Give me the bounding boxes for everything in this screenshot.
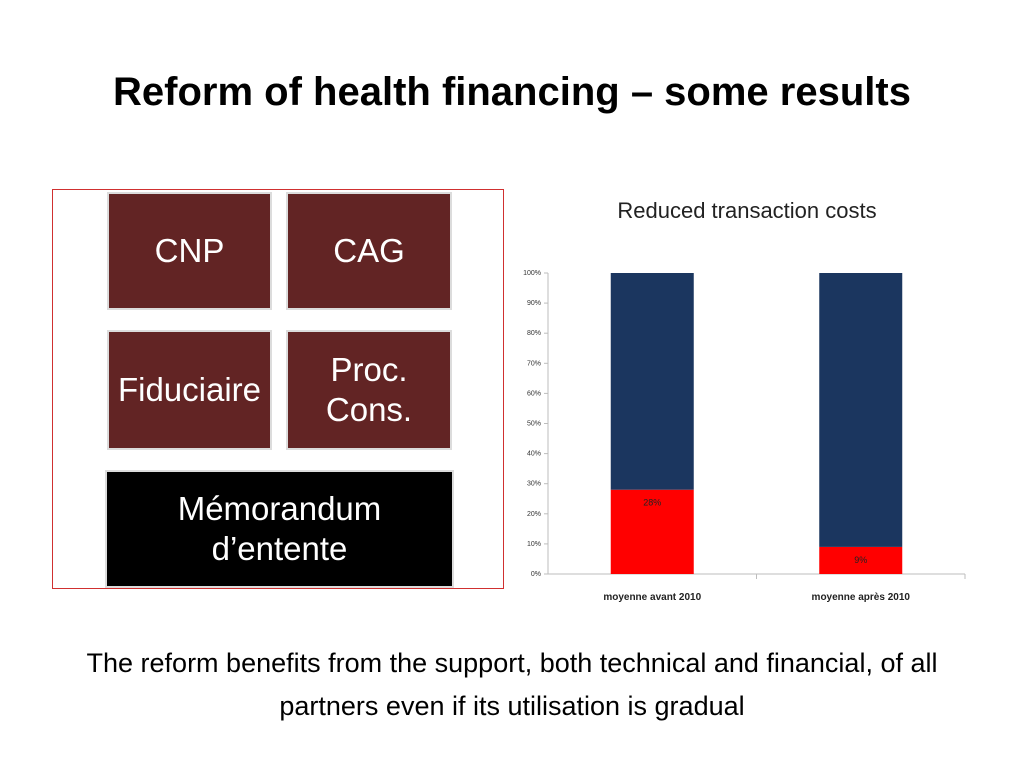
box-cag-label: CAG: [333, 232, 405, 270]
box-cag: CAG: [286, 192, 452, 310]
y-tick-label: 60%: [527, 390, 541, 397]
box-fiduciaire-label: Fiduciaire: [117, 371, 262, 409]
box-memorandum-label: Mémorandum d’entente: [177, 490, 382, 567]
y-tick-label: 100%: [523, 270, 541, 277]
institutions-diagram: CNP CAG Fiduciaire Proc. Cons. Mémorandu…: [52, 189, 504, 589]
slide-title: Reform of health financing – some result…: [113, 70, 911, 114]
y-tick-label: 70%: [527, 360, 541, 367]
box-proc-cons: Proc. Cons.: [286, 330, 452, 450]
bar-segment: [610, 489, 694, 574]
data-label: 28%: [643, 498, 661, 508]
y-tick-label: 0%: [531, 571, 541, 578]
box-cnp-label: CNP: [154, 232, 225, 270]
transaction-costs-chart: Reduced transaction costs 0% 10% 20% 30% 40%…: [508, 190, 978, 610]
y-tick-label: 50%: [527, 421, 541, 428]
data-label: 9%: [854, 555, 867, 565]
y-tick-label: 40%: [527, 451, 541, 458]
bar-segment: [819, 546, 903, 574]
box-memorandum: Mémorandum d’entente: [105, 470, 454, 588]
box-proc-cons-label: Proc. Cons.: [325, 351, 413, 428]
y-tick-label: 30%: [527, 481, 541, 488]
bar-segment: [819, 273, 903, 547]
box-fiduciaire: Fiduciaire: [107, 330, 272, 450]
y-tick-label: 10%: [527, 541, 541, 548]
x-tick-label: moyenne après 2010: [812, 592, 911, 603]
y-tick-label: 80%: [527, 330, 541, 337]
bar-segment: [610, 273, 694, 490]
slide-caption: The reform benefits from the support, bo…: [86, 648, 938, 722]
box-cnp: CNP: [107, 192, 272, 310]
x-tick-label: moyenne avant 2010: [603, 592, 701, 603]
y-tick-label: 90%: [527, 300, 541, 307]
chart-title: Reduced transaction costs: [617, 198, 877, 223]
y-tick-label: 20%: [527, 511, 541, 518]
chart-plot: 0% 10% 20% 30% 40% 50% 60% 70% 80% 90% 100% 28% moye…: [523, 270, 966, 603]
